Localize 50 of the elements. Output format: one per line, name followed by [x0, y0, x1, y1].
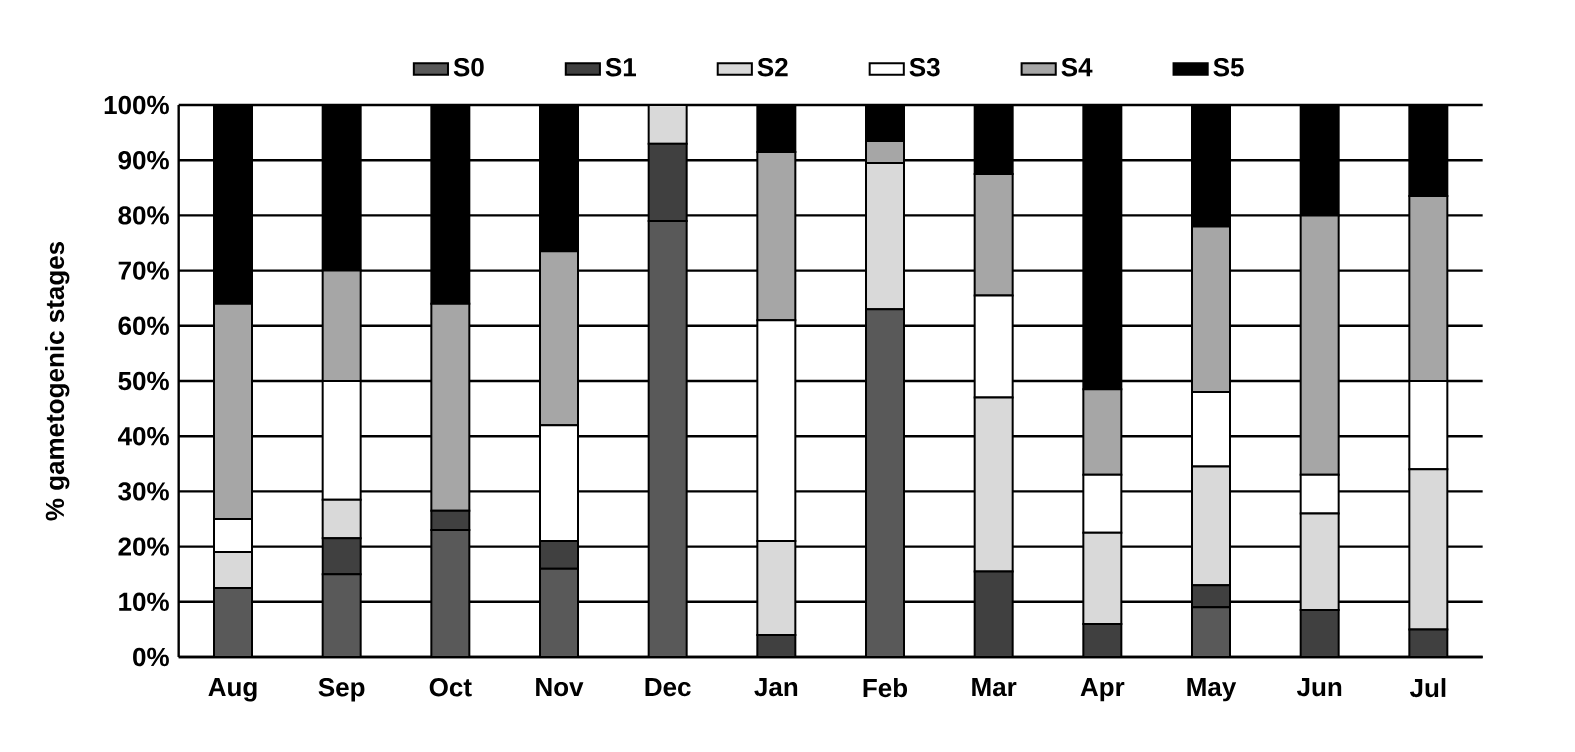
y-tick-label: 80%	[118, 206, 169, 225]
bar	[213, 551, 253, 589]
x-tick-label: Aug	[208, 678, 257, 702]
legend-label: S3	[909, 57, 940, 77]
x-tick-label: Oct	[429, 678, 472, 697]
bar	[430, 529, 471, 657]
legend-label: S0	[453, 57, 484, 77]
bar	[973, 570, 1014, 657]
bar	[321, 537, 362, 576]
y-tick-label: 100%	[104, 95, 169, 115]
y-tick-label: 0%	[133, 647, 169, 667]
bar	[1299, 609, 1340, 657]
x-tick-label: Dec	[645, 678, 691, 697]
bar	[321, 573, 362, 657]
y-tick-label: 40%	[117, 426, 169, 446]
bar	[213, 587, 253, 657]
x-tick-label: Nov	[536, 678, 584, 697]
y-tick-label: 50%	[118, 371, 169, 391]
bar	[973, 396, 1014, 573]
bar	[756, 540, 797, 636]
x-tick-label: Sep	[318, 678, 365, 702]
x-tick-label: Apr	[1080, 678, 1125, 702]
y-tick-label: 60%	[118, 316, 169, 335]
bar	[539, 567, 579, 657]
y-tick-label: 20%	[118, 537, 169, 556]
y-tick-label: 70%	[118, 261, 169, 280]
bar	[1299, 512, 1340, 612]
legend-label: S4	[1061, 57, 1093, 77]
bar	[865, 308, 906, 657]
x-tick-label: May	[1187, 678, 1237, 702]
x-tick-label: Jan	[754, 678, 798, 697]
bar	[865, 161, 906, 311]
y-tick-label: 90%	[118, 150, 169, 170]
bar	[1191, 465, 1231, 587]
x-tick-label: Jun	[1296, 678, 1342, 697]
legend-label: S5	[1213, 57, 1244, 77]
x-tick-label: Mar	[972, 678, 1017, 697]
bar	[647, 105, 688, 145]
legend-label: S1	[605, 57, 636, 77]
bar	[1082, 531, 1123, 625]
bar	[1191, 606, 1231, 657]
x-tick-label: Feb	[863, 678, 908, 698]
bar	[647, 142, 688, 222]
y-axis-title: % gametogenic stages	[45, 241, 70, 521]
y-tick-label: 30%	[118, 482, 169, 501]
y-tick-label: 10%	[119, 592, 169, 611]
bar	[1408, 468, 1449, 631]
bar	[647, 219, 688, 657]
legend-label: S2	[757, 57, 788, 77]
x-tick-label: Jul	[1409, 678, 1446, 698]
